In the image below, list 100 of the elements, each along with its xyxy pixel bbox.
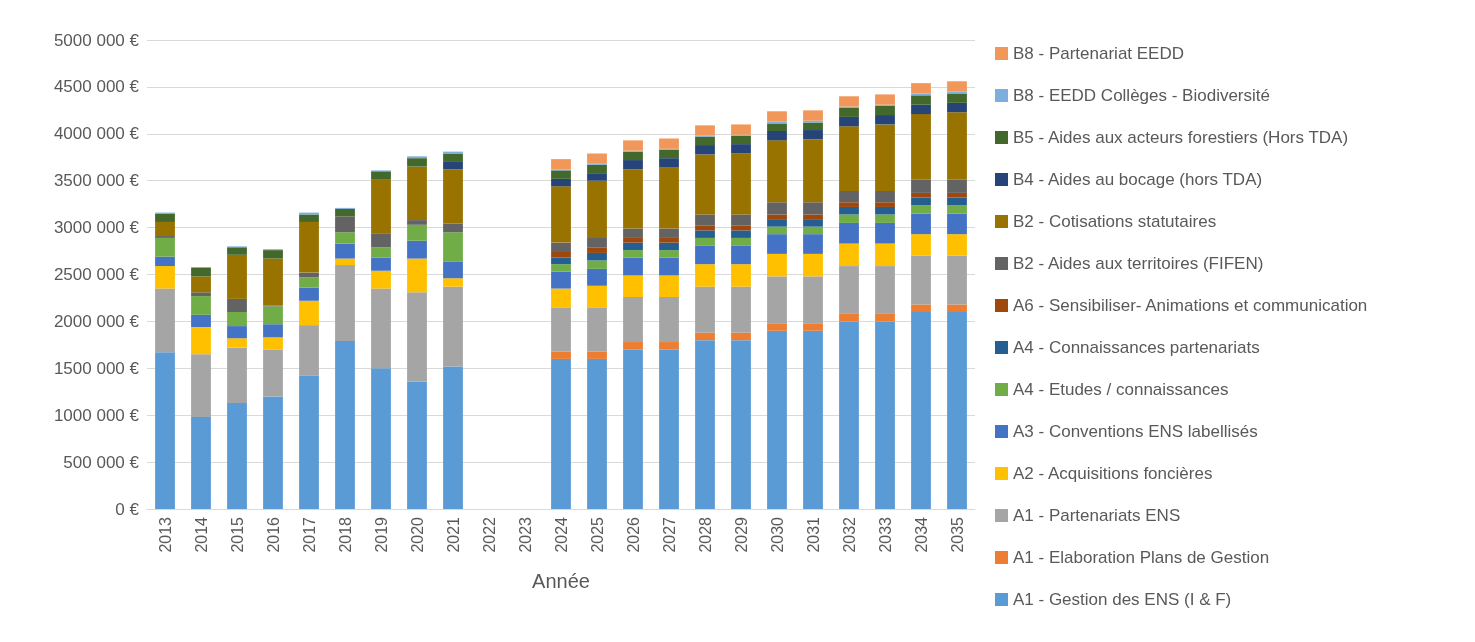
bar — [767, 234, 787, 254]
bar — [587, 351, 607, 359]
bar — [731, 332, 751, 341]
bar — [839, 202, 859, 207]
bar — [659, 138, 679, 149]
x-tick-label: 2026 — [624, 516, 642, 553]
bar — [911, 234, 931, 256]
legend-label: A1 - Partenariats ENS — [1013, 506, 1181, 525]
bar — [155, 352, 175, 509]
x-tick-label: 2014 — [192, 516, 210, 553]
bar — [947, 205, 967, 214]
bar — [695, 136, 715, 146]
bar — [443, 161, 463, 170]
bar — [299, 325, 319, 376]
bar — [767, 123, 787, 131]
bar — [407, 292, 427, 382]
bar — [695, 237, 715, 246]
bar — [407, 240, 427, 259]
bar — [695, 245, 715, 265]
bar — [803, 276, 823, 324]
bar — [875, 266, 895, 314]
bar — [335, 232, 355, 244]
bar — [443, 261, 463, 279]
bar — [407, 224, 427, 241]
bar — [371, 179, 391, 234]
legend-label: A6 - Sensibiliser- Animations et communication — [1013, 296, 1368, 315]
bar — [371, 270, 391, 289]
bar — [659, 349, 679, 509]
bar — [767, 330, 787, 509]
bar — [155, 256, 175, 267]
bar — [623, 297, 643, 343]
bar — [911, 114, 931, 180]
bar — [731, 245, 751, 265]
bar — [695, 154, 715, 215]
bar — [875, 115, 895, 125]
y-tick-label: 2000 000 € — [53, 311, 140, 331]
bar — [659, 250, 679, 258]
bar — [299, 214, 319, 222]
bar — [623, 140, 643, 151]
bar — [227, 298, 247, 313]
bar — [803, 202, 823, 215]
bar — [191, 267, 211, 277]
bar — [947, 112, 967, 180]
bar — [875, 202, 895, 207]
bar — [659, 242, 679, 251]
x-axis-title: Année — [532, 570, 590, 592]
bar — [767, 140, 787, 203]
bar — [407, 381, 427, 509]
bar — [191, 296, 211, 315]
bar — [551, 271, 571, 289]
bar — [155, 288, 175, 353]
bar — [803, 214, 823, 220]
bar — [191, 354, 211, 418]
bar — [767, 219, 787, 227]
x-tick-label: 2019 — [372, 516, 390, 553]
bar — [335, 216, 355, 233]
x-tick-label: 2028 — [696, 516, 714, 553]
bar — [227, 347, 247, 404]
bar — [767, 253, 787, 277]
x-tick-label: 2021 — [444, 516, 462, 553]
bar — [551, 264, 571, 272]
bar — [623, 349, 643, 509]
bar — [659, 275, 679, 298]
bar — [947, 102, 967, 113]
bar — [803, 122, 823, 131]
bar — [875, 206, 895, 215]
bar — [443, 286, 463, 367]
bar — [443, 169, 463, 224]
bar — [227, 326, 247, 339]
bar — [587, 173, 607, 181]
legend-label: A4 - Etudes / connaissances — [1013, 380, 1229, 399]
x-tick-label: 2013 — [156, 516, 174, 553]
legend-label: A2 - Acquisitions foncières — [1013, 464, 1213, 483]
legend-label: A3 - Conventions ENS labellisés — [1013, 422, 1258, 441]
bar — [407, 258, 427, 293]
bar — [263, 324, 283, 338]
bar — [731, 264, 751, 287]
bar — [551, 170, 571, 179]
y-tick-label: 500 000 € — [63, 452, 140, 472]
bar — [803, 234, 823, 254]
bar — [911, 95, 931, 105]
bar — [947, 81, 967, 92]
bar — [335, 243, 355, 259]
bar — [371, 171, 391, 180]
bar — [803, 110, 823, 121]
legend-label: A1 - Gestion des ENS (I & F) — [1013, 590, 1232, 609]
x-tick-label: 2033 — [876, 516, 894, 553]
bar — [875, 243, 895, 267]
bar — [911, 83, 931, 94]
bar — [875, 124, 895, 192]
bar — [911, 255, 931, 305]
bar — [731, 144, 751, 154]
bar — [623, 342, 643, 350]
x-tick-label: 2032 — [840, 516, 858, 553]
bar — [623, 275, 643, 298]
bar — [659, 297, 679, 343]
bar — [839, 266, 859, 314]
bar — [191, 314, 211, 328]
bar — [947, 197, 967, 206]
bar — [659, 158, 679, 168]
